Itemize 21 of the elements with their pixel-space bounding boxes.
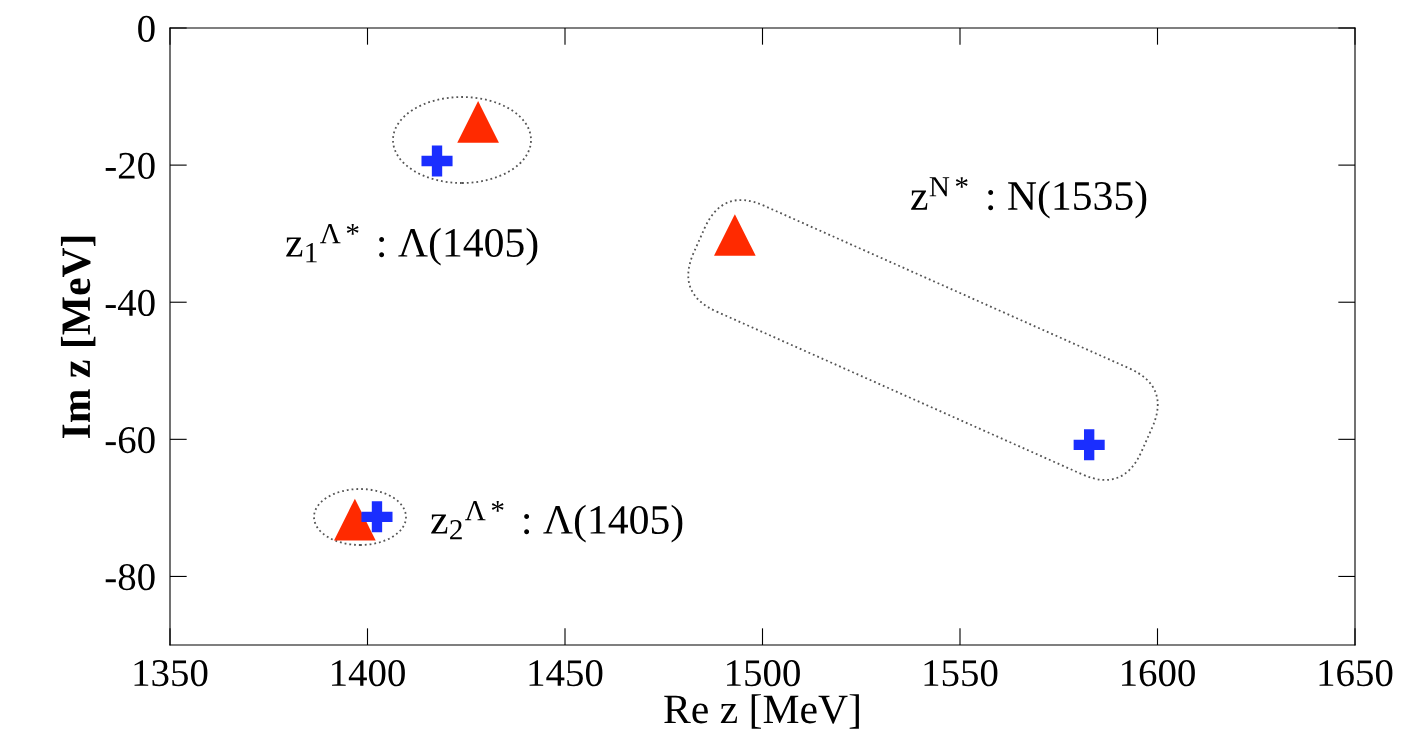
point <box>714 214 756 256</box>
y-axis-title: Im z [MeV] <box>60 236 96 439</box>
x-tick-label: 1500 <box>727 660 800 687</box>
x-tick-label: 1600 <box>1122 660 1195 687</box>
y-tick-label: -20 <box>105 152 155 179</box>
point <box>361 501 393 533</box>
x-tick-label: 1450 <box>529 660 603 687</box>
y-tick-label: -80 <box>105 564 155 591</box>
y-tick-label: -60 <box>105 426 155 454</box>
point <box>1073 429 1105 461</box>
x-tick-label: 1350 <box>134 660 208 687</box>
x-tick-label: 1550 <box>924 660 998 687</box>
x-tick-label: 1650 <box>1319 660 1393 687</box>
x-tick-label: 1400 <box>332 660 405 687</box>
annotation: z$_{2}$$^{Λ*}$ : Λ(1405) <box>431 500 683 543</box>
annotation: z$_{1}$$^{Λ*}$ : Λ(1405) <box>286 223 538 266</box>
point <box>421 145 453 177</box>
y-tick-label: -40 <box>105 289 155 317</box>
y-tick-label: 0 <box>138 15 155 42</box>
annotation: z$^{N*}$ : N(1535) <box>911 177 1147 219</box>
x-axis-title: Re z [MeV] <box>664 694 859 729</box>
